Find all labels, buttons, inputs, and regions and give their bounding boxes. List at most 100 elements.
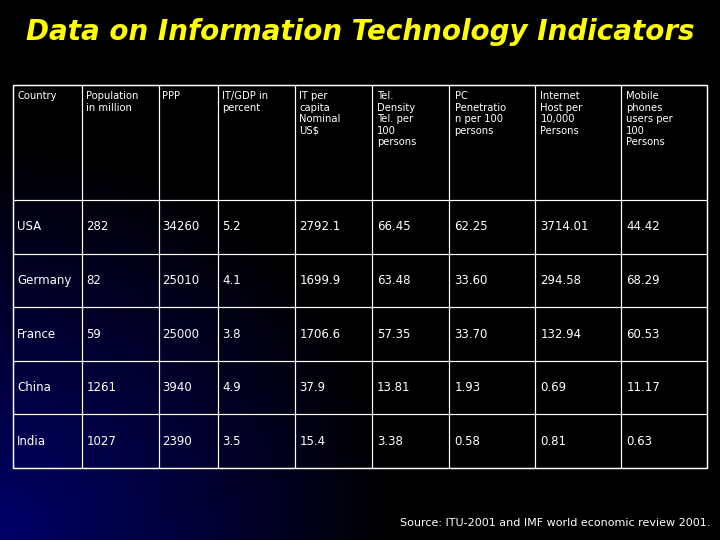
Text: 0.63: 0.63: [626, 435, 652, 448]
Text: 3940: 3940: [163, 381, 192, 394]
Bar: [535, 200, 621, 254]
Text: 3.5: 3.5: [222, 435, 240, 448]
Bar: [535, 307, 621, 361]
Text: 282: 282: [86, 220, 109, 233]
Bar: [372, 200, 449, 254]
Bar: [621, 85, 707, 200]
Bar: [159, 200, 217, 254]
Text: 1.93: 1.93: [454, 381, 481, 394]
Bar: [13, 85, 81, 200]
Text: 0.58: 0.58: [454, 435, 480, 448]
Bar: [159, 414, 217, 468]
Text: Mobile
phones
users per
100
Persons: Mobile phones users per 100 Persons: [626, 91, 673, 147]
Text: 25010: 25010: [163, 274, 199, 287]
Bar: [449, 254, 535, 307]
Bar: [294, 361, 372, 414]
Bar: [13, 361, 81, 414]
Text: India: India: [17, 435, 46, 448]
Bar: [159, 85, 217, 200]
Bar: [449, 414, 535, 468]
Bar: [294, 200, 372, 254]
Text: 60.53: 60.53: [626, 327, 660, 341]
Text: Population
in million: Population in million: [86, 91, 139, 113]
Text: France: France: [17, 327, 56, 341]
Bar: [535, 414, 621, 468]
Bar: [13, 414, 81, 468]
Text: Germany: Germany: [17, 274, 71, 287]
Text: 4.1: 4.1: [222, 274, 241, 287]
Bar: [372, 85, 449, 200]
Text: 15.4: 15.4: [300, 435, 325, 448]
Text: 1027: 1027: [86, 435, 116, 448]
Bar: [217, 414, 294, 468]
Bar: [294, 254, 372, 307]
Text: 3.8: 3.8: [222, 327, 240, 341]
Text: Internet
Host per
10,000
Persons: Internet Host per 10,000 Persons: [541, 91, 582, 136]
Text: 66.45: 66.45: [377, 220, 410, 233]
Text: PPP: PPP: [163, 91, 181, 101]
Bar: [217, 85, 294, 200]
Bar: [217, 307, 294, 361]
Text: 25000: 25000: [163, 327, 199, 341]
Bar: [449, 85, 535, 200]
Text: 63.48: 63.48: [377, 274, 410, 287]
Bar: [81, 361, 159, 414]
Text: IT/GDP in
percent: IT/GDP in percent: [222, 91, 269, 113]
Text: 59: 59: [86, 327, 102, 341]
Text: USA: USA: [17, 220, 41, 233]
Bar: [81, 307, 159, 361]
Text: 2390: 2390: [163, 435, 192, 448]
Text: 3.38: 3.38: [377, 435, 402, 448]
Text: 82: 82: [86, 274, 102, 287]
Bar: [621, 414, 707, 468]
Text: 44.42: 44.42: [626, 220, 660, 233]
Bar: [535, 85, 621, 200]
Text: Source: ITU-2001 and IMF world economic review 2001.: Source: ITU-2001 and IMF world economic …: [400, 518, 710, 528]
Bar: [217, 254, 294, 307]
Bar: [449, 307, 535, 361]
Bar: [621, 200, 707, 254]
Text: 5.2: 5.2: [222, 220, 240, 233]
Bar: [81, 200, 159, 254]
Text: IT per
capita
Nominal
US$: IT per capita Nominal US$: [300, 91, 341, 136]
Text: 4.9: 4.9: [222, 381, 241, 394]
Bar: [449, 200, 535, 254]
Bar: [294, 307, 372, 361]
Bar: [13, 254, 81, 307]
Text: 0.81: 0.81: [541, 435, 567, 448]
Bar: [81, 414, 159, 468]
Bar: [449, 361, 535, 414]
Bar: [294, 414, 372, 468]
Text: 33.60: 33.60: [454, 274, 488, 287]
Bar: [159, 307, 217, 361]
Text: 13.81: 13.81: [377, 381, 410, 394]
Bar: [621, 307, 707, 361]
Bar: [217, 200, 294, 254]
Text: Data on Information Technology Indicators: Data on Information Technology Indicator…: [26, 18, 694, 46]
Bar: [535, 254, 621, 307]
Text: 68.29: 68.29: [626, 274, 660, 287]
Bar: [372, 361, 449, 414]
Text: 1261: 1261: [86, 381, 117, 394]
Bar: [621, 254, 707, 307]
Text: 33.70: 33.70: [454, 327, 488, 341]
Bar: [159, 361, 217, 414]
Text: 1706.6: 1706.6: [300, 327, 341, 341]
Bar: [159, 254, 217, 307]
Text: 11.17: 11.17: [626, 381, 660, 394]
Bar: [294, 85, 372, 200]
Bar: [81, 254, 159, 307]
Text: Tel.
Density
Tel. per
100
persons: Tel. Density Tel. per 100 persons: [377, 91, 416, 147]
Text: 132.94: 132.94: [541, 327, 582, 341]
Text: 34260: 34260: [163, 220, 199, 233]
Text: Country: Country: [17, 91, 57, 101]
Bar: [372, 307, 449, 361]
Text: 62.25: 62.25: [454, 220, 488, 233]
Text: 0.69: 0.69: [541, 381, 567, 394]
Text: PC
Penetratio
n per 100
persons: PC Penetratio n per 100 persons: [454, 91, 505, 136]
Text: 294.58: 294.58: [541, 274, 582, 287]
Text: 37.9: 37.9: [300, 381, 325, 394]
Text: China: China: [17, 381, 51, 394]
Bar: [217, 361, 294, 414]
Bar: [535, 361, 621, 414]
